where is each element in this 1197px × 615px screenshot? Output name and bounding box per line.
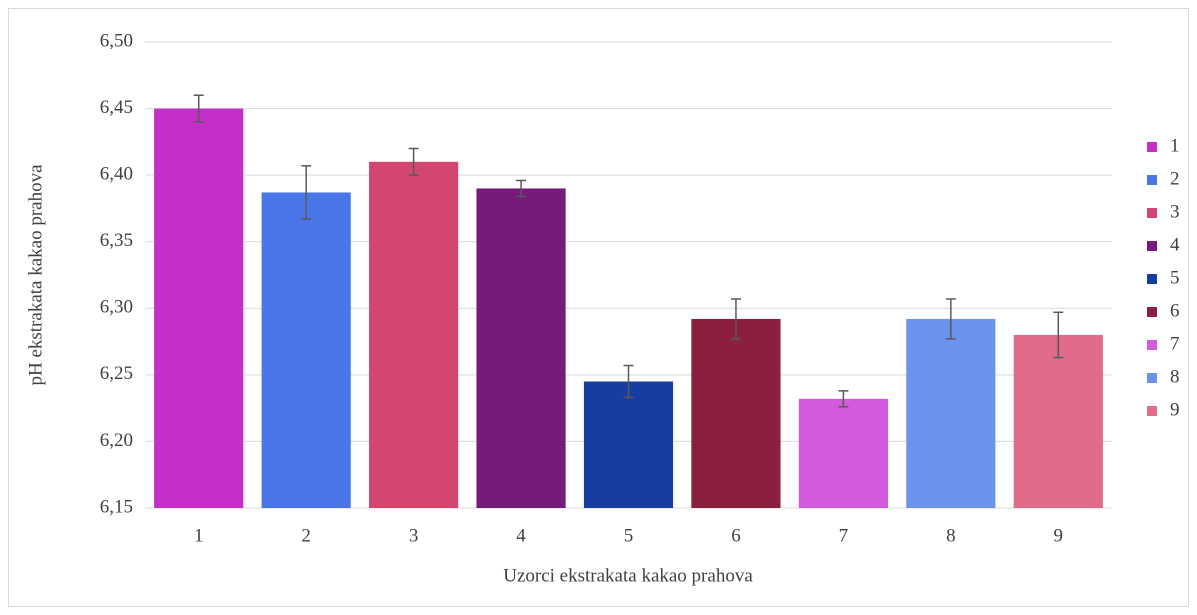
y-tick-label: 6,50	[100, 30, 133, 51]
y-axis-title: pH ekstrakata kakao prahova	[25, 164, 46, 386]
x-tick-label: 9	[1054, 525, 1064, 546]
legend-swatch	[1147, 274, 1157, 284]
x-tick-label: 8	[946, 525, 956, 546]
error-bar	[408, 147, 419, 176]
error-bar	[1053, 311, 1064, 359]
bar	[798, 398, 888, 508]
y-tick-label: 6,15	[100, 496, 133, 517]
error-bar	[730, 298, 741, 340]
legend-swatch	[1147, 142, 1157, 152]
x-tick-label: 6	[731, 525, 741, 546]
bar	[476, 188, 566, 508]
error-bar	[516, 179, 527, 198]
bar	[154, 108, 244, 509]
legend-label: 4	[1170, 234, 1180, 255]
x-tick-label: 3	[409, 525, 419, 546]
bar	[369, 161, 459, 509]
y-tick-label: 6,35	[100, 230, 133, 251]
error-bar	[945, 298, 956, 340]
bar	[583, 381, 674, 508]
y-tick-label: 6,25	[100, 363, 133, 384]
legend-label: 2	[1170, 168, 1180, 189]
error-bar	[193, 94, 204, 123]
y-tick-label: 6,20	[100, 430, 133, 451]
y-tick-label: 6,30	[100, 297, 133, 318]
bar	[1013, 334, 1103, 508]
x-tick-label: 2	[301, 525, 311, 546]
bar	[261, 192, 351, 509]
error-bar	[623, 364, 634, 399]
bar	[691, 318, 781, 508]
legend-swatch	[1147, 208, 1157, 218]
x-tick-label: 5	[624, 525, 634, 546]
legend-label: 3	[1170, 201, 1180, 222]
x-tick-label: 4	[516, 525, 526, 546]
legend-swatch	[1147, 307, 1157, 317]
legend-label: 9	[1170, 399, 1180, 420]
y-tick-label: 6,45	[100, 97, 133, 118]
error-bar	[838, 390, 849, 408]
legend-swatch	[1147, 406, 1157, 416]
legend-label: 6	[1170, 300, 1180, 321]
bar	[906, 318, 996, 508]
error-bar	[301, 165, 312, 220]
legend-label: 1	[1170, 135, 1180, 156]
x-tick-label: 1	[194, 525, 204, 546]
legend-label: 8	[1170, 366, 1180, 387]
x-axis-title: Uzorci ekstrakata kakao prahova	[503, 565, 753, 586]
x-tick-label: 7	[839, 525, 849, 546]
legend-swatch	[1147, 340, 1157, 350]
legend-label: 5	[1170, 267, 1180, 288]
legend-swatch	[1147, 175, 1157, 185]
legend-swatch	[1147, 241, 1157, 251]
legend-label: 7	[1170, 333, 1180, 354]
legend-swatch	[1147, 373, 1157, 383]
y-tick-label: 6,40	[100, 164, 133, 185]
